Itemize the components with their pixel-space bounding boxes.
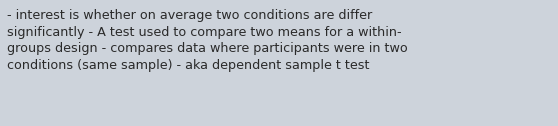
- Text: - interest is whether on average two conditions are differ
significantly - A tes: - interest is whether on average two con…: [7, 9, 408, 72]
